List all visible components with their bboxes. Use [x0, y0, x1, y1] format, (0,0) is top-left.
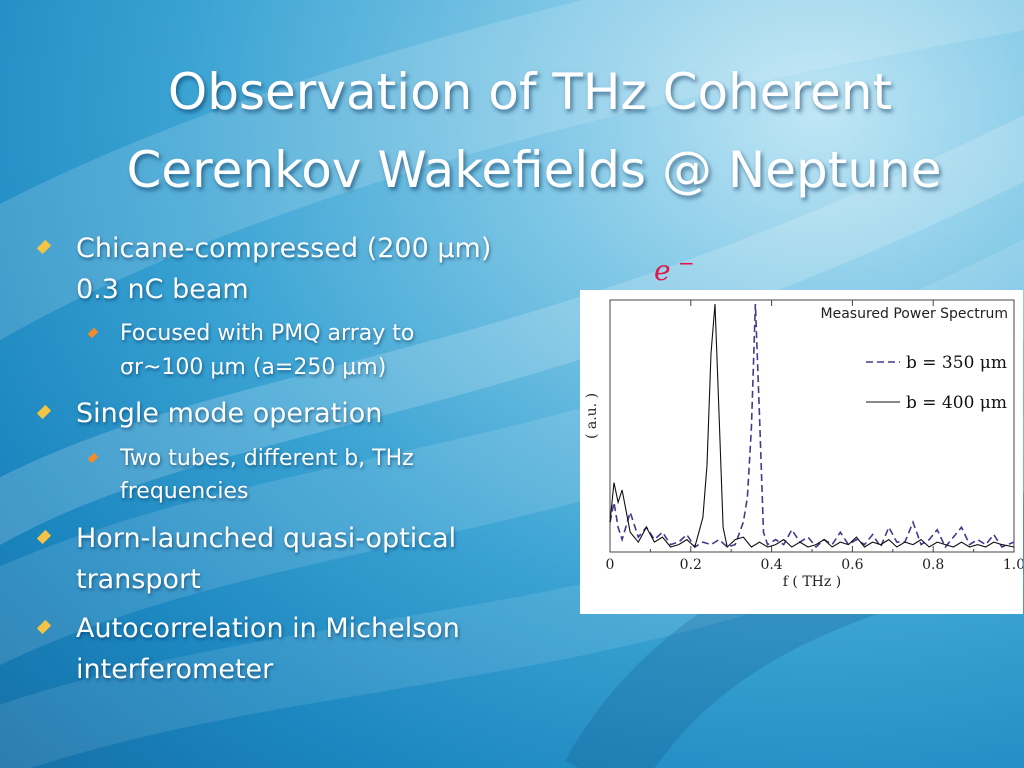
series-line-1 — [609, 303, 1015, 549]
legend-label: b = 350 μm — [906, 353, 1007, 373]
series-line-0 — [609, 303, 1015, 549]
x-tick-label: 0.4 — [760, 557, 782, 573]
bullet-text: 0.3 nC beam — [76, 274, 249, 305]
y-axis-label: ( a.u. ) — [584, 393, 600, 439]
chart-panel: 0 0.2 0.4 0.6 0.8 1.0 f ( THz ) ( a.u. ) Measure… — [580, 290, 1023, 614]
x-tick-label: 1.0 — [1003, 557, 1023, 573]
bullet-text: Autocorrelation in Michelson — [76, 613, 460, 644]
sub-bullet-text: σr~100 μm (a=250 μm) — [120, 355, 387, 380]
bullet-text: Single mode operation — [76, 398, 383, 429]
legend-label: b = 400 μm — [906, 393, 1007, 413]
bullet-text: Chicane-compressed (200 μm) — [76, 233, 492, 264]
x-tick-label: 0.6 — [841, 557, 863, 573]
sub-bullet-text: frequencies — [120, 479, 249, 504]
power-spectrum-chart: 0 0.2 0.4 0.6 0.8 1.0 f ( THz ) ( a.u. ) Measure… — [584, 299, 1023, 590]
plot-frame — [609, 299, 1015, 553]
sub-bullet-text: Two tubes, different b, THz — [120, 446, 414, 471]
electron-beam-label: e — [654, 254, 671, 287]
bullet-text: Horn-launched quasi-optical — [76, 523, 457, 554]
x-tick-label: 0.2 — [680, 557, 702, 573]
x-axis-label: f ( THz ) — [783, 574, 841, 590]
bullet-text: transport — [76, 564, 201, 595]
slide-title-line-2: Cerenkov Wakefields @ Neptune — [126, 141, 942, 199]
chart-title: Measured Power Spectrum — [821, 306, 1008, 322]
sub-bullet-text: Focused with PMQ array to — [120, 321, 415, 346]
x-tick-label: 0.8 — [922, 557, 944, 573]
x-tick-label: 0 — [606, 557, 615, 573]
bullet-text: interferometer — [76, 654, 274, 685]
slide-title-line-1: Observation of THz Coherent — [167, 63, 893, 121]
electron-beam-label-superscript: − — [678, 251, 695, 275]
